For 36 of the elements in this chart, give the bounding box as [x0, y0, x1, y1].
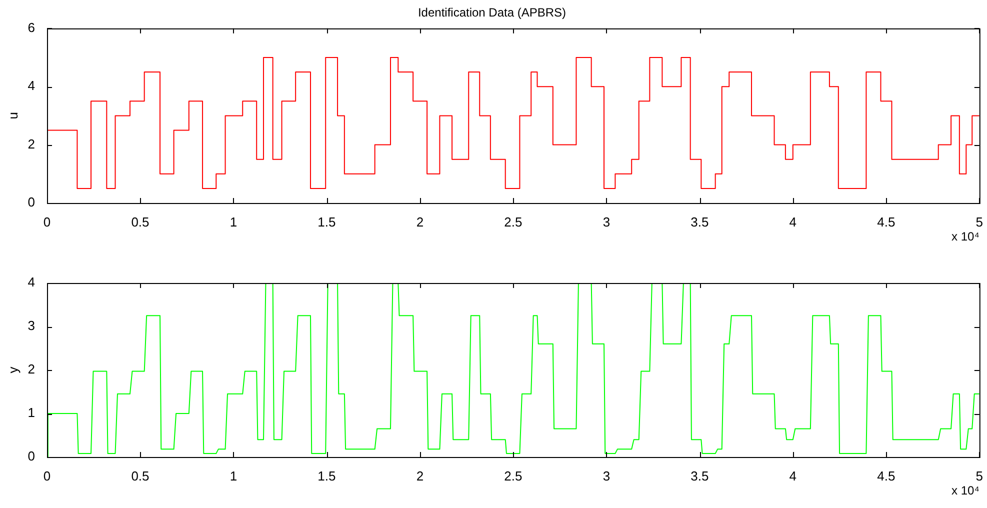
x-tick-label: 0.5 [131, 214, 150, 230]
x-tick-label: 0 [43, 214, 51, 230]
x-tick-label: 4.5 [877, 214, 896, 230]
x-tick-label: 2 [416, 468, 424, 484]
y-tick-label: 3 [28, 318, 35, 334]
x-tick-label: 3 [602, 468, 610, 484]
x-tick-label: 1 [230, 214, 238, 230]
chart-title: Identification Data (APBRS) [418, 6, 566, 20]
x-tick-label: 5 [976, 214, 983, 230]
y-axis-title: y [5, 366, 20, 374]
x-tick-label: 4 [789, 214, 797, 230]
y-tick-label: 1 [28, 405, 35, 420]
y-axis-title: u [5, 112, 20, 120]
x-tick-label: 5 [976, 468, 983, 484]
x-tick-label: 4.5 [877, 468, 896, 484]
y-tick-label: 0 [28, 194, 35, 210]
x-tick-label: 2.5 [504, 214, 522, 230]
x-tick-label: 3 [602, 214, 610, 230]
x-tick-label: 4 [789, 468, 797, 484]
x-tick-label: 2 [416, 214, 424, 230]
y-tick-label: 4 [28, 78, 35, 94]
x-tick-label: 1.5 [318, 468, 336, 484]
text: x 10⁴ [952, 483, 980, 498]
y-tick-label: 6 [28, 20, 35, 35]
x-tick-label: 0.5 [131, 468, 150, 484]
y-tick-label: 4 [28, 274, 35, 290]
x-tick-label: 3.5 [690, 214, 709, 230]
y-tick-label: 2 [28, 362, 35, 377]
y-tick-label: 0 [28, 448, 35, 464]
x-tick-label: 3.5 [690, 468, 709, 484]
x-tick-label: 0 [43, 468, 51, 484]
text: x 10⁴ [952, 229, 980, 244]
x-tick-label: 1.5 [318, 214, 336, 230]
x-tick-label: 2.5 [504, 468, 522, 484]
y-tick-label: 2 [28, 136, 35, 152]
x-tick-label: 1 [230, 468, 238, 484]
